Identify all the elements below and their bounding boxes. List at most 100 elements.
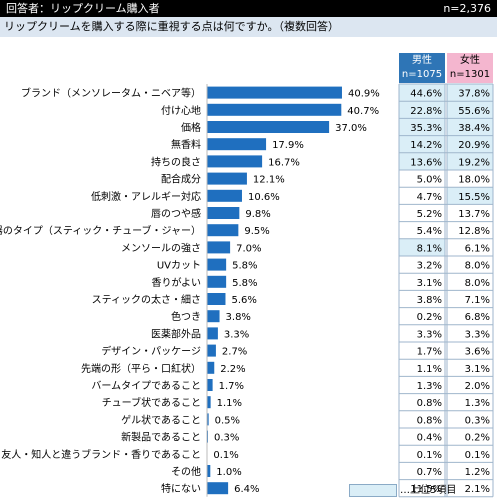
female-value: 38.4% — [458, 123, 490, 134]
male-cell-bg — [399, 342, 445, 360]
female-cell-bg — [447, 462, 493, 480]
male-value: 5.2% — [417, 209, 442, 220]
data-bar — [207, 121, 330, 133]
male-value: 3.2% — [417, 261, 442, 272]
data-bar — [207, 344, 216, 357]
data-label: 37.0% — [335, 123, 367, 134]
data-bar — [207, 258, 227, 271]
male-value: 0.1% — [417, 450, 442, 461]
male-value: 8.1% — [417, 243, 442, 254]
data-label: 2.7% — [222, 347, 247, 358]
male-cell-bg — [399, 204, 445, 222]
category-label: 唇のつや感 — [151, 207, 201, 220]
male-value: 3.1% — [417, 278, 442, 289]
female-cell-bg — [447, 84, 493, 102]
male-value: 1.1% — [417, 364, 442, 375]
data-label: 5.6% — [231, 295, 256, 306]
female-cell-bg — [447, 290, 493, 308]
female-cell-bg — [447, 324, 493, 342]
male-cell-bg — [399, 462, 445, 480]
female-cell-bg — [447, 445, 493, 463]
male-value: 4.7% — [417, 192, 442, 203]
category-label: 友人・知人と違うブランド・香りであること — [1, 448, 201, 461]
male-value: 35.3% — [410, 123, 442, 134]
category-label: メンソールの強さ — [121, 241, 201, 254]
male-cell-bg — [399, 221, 445, 239]
female-label: 女性 — [460, 55, 480, 66]
female-value: 3.6% — [465, 347, 490, 358]
data-label: 16.7% — [268, 157, 300, 168]
female-cell-bg — [447, 307, 493, 325]
data-bar — [207, 327, 218, 340]
male-value: 1.3% — [417, 381, 442, 392]
female-value: 15.5% — [458, 192, 490, 203]
female-n: n=1301 — [449, 69, 491, 80]
male-cell-bg — [399, 376, 445, 394]
male-value: 5.4% — [417, 226, 442, 237]
male-value: 0.2% — [417, 312, 442, 323]
category-label: 付け心地 — [161, 104, 201, 117]
data-bar — [207, 138, 267, 151]
category-label: ブランド（メンソレータム・ニベア等） — [21, 87, 201, 100]
male-cell-bg — [399, 170, 445, 188]
female-value: 8.0% — [465, 278, 490, 289]
category-label: バームタイプであること — [91, 380, 201, 392]
category-label: デザイン・パッケージ — [101, 345, 201, 358]
data-bar — [207, 155, 263, 168]
male-value: 5.0% — [417, 175, 442, 186]
male-n: n=1075 — [401, 69, 443, 80]
female-cell-bg — [447, 187, 493, 205]
data-label: 7.0% — [236, 243, 261, 254]
female-value: 2.0% — [465, 381, 490, 392]
data-bar — [207, 241, 231, 254]
female-value: 0.3% — [465, 415, 490, 426]
male-value: 11.5% — [410, 484, 442, 495]
data-bar — [207, 465, 211, 477]
male-cell-bg — [399, 152, 445, 170]
data-label: 9.5% — [244, 226, 269, 237]
female-value: 0.2% — [465, 433, 490, 444]
female-cell-bg — [447, 273, 493, 291]
category-label: 医薬部外品 — [151, 327, 201, 340]
female-cell-bg — [447, 135, 493, 153]
female-cell-bg — [447, 152, 493, 170]
male-value: 0.7% — [417, 467, 442, 478]
female-cell-bg — [447, 342, 493, 360]
data-label: 12.1% — [253, 175, 285, 186]
data-bar — [207, 189, 242, 202]
female-cell-bg — [447, 118, 493, 136]
category-label: 色つき — [171, 310, 201, 323]
data-label: 5.8% — [232, 261, 257, 272]
male-cell-bg — [399, 135, 445, 153]
male-value: 3.3% — [417, 329, 442, 340]
male-label: 男性 — [412, 55, 432, 66]
female-value: 1.3% — [465, 398, 490, 409]
male-value: 14.2% — [410, 140, 442, 151]
female-cell-bg — [447, 410, 493, 428]
male-cell-bg — [399, 410, 445, 428]
female-cell-bg — [447, 359, 493, 377]
female-value: 3.1% — [465, 364, 490, 375]
female-cell-bg — [447, 428, 493, 446]
category-label: チューブ状であること — [102, 396, 201, 409]
male-cell-bg — [399, 273, 445, 291]
female-cell-bg — [447, 393, 493, 411]
legend-swatch — [349, 484, 397, 497]
data-label: 3.8% — [226, 312, 251, 323]
data-bar — [207, 310, 220, 323]
category-label: UVカット — [157, 260, 201, 272]
female-value: 0.1% — [465, 450, 490, 461]
female-value: 8.0% — [465, 261, 490, 272]
male-value: 0.8% — [417, 398, 442, 409]
female-value: 1.2% — [465, 467, 490, 478]
male-cell-bg — [399, 428, 445, 446]
female-value: 19.2% — [458, 157, 490, 168]
female-cell-bg — [447, 204, 493, 222]
female-cell-bg — [447, 238, 493, 256]
question-label: リップクリームを購入する際に重視する点は何ですか。（複数回答） — [4, 20, 339, 33]
male-cell-bg — [399, 290, 445, 308]
data-bar — [207, 207, 240, 219]
data-bar — [207, 172, 247, 185]
data-label: 9.8% — [245, 209, 270, 220]
female-value: 37.8% — [458, 89, 490, 100]
